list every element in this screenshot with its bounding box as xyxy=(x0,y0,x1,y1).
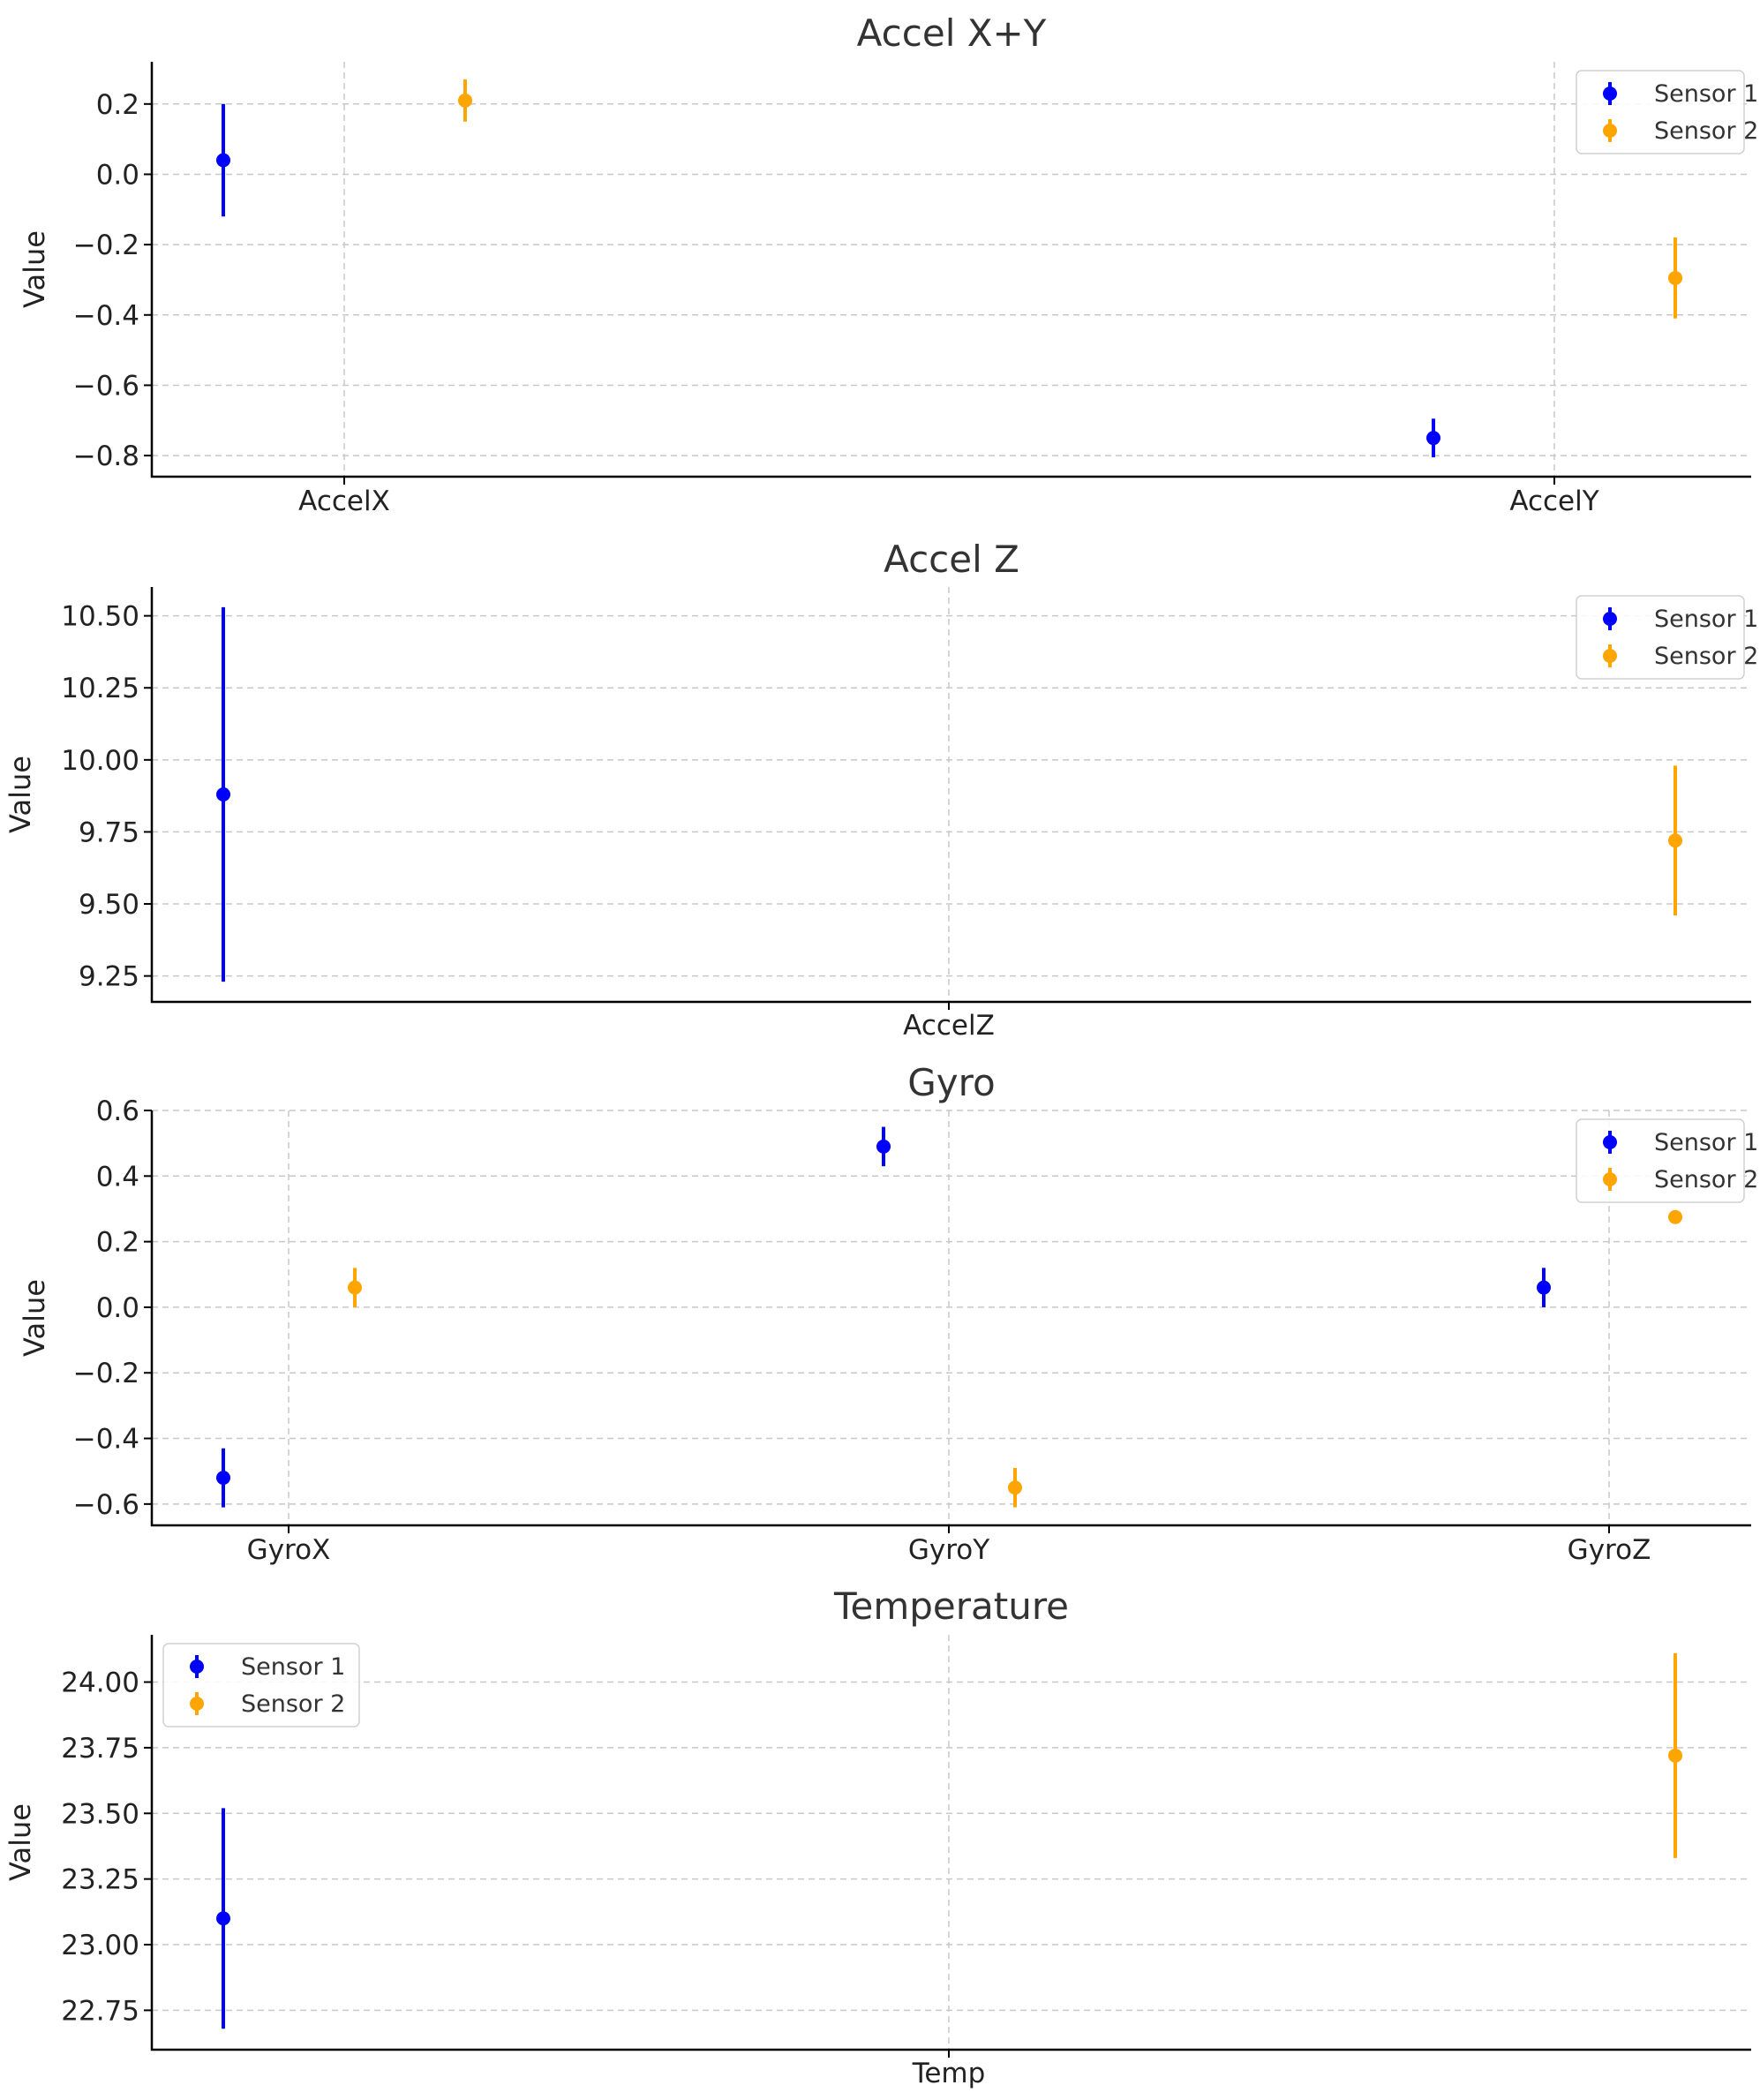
legend: Sensor 1 Sensor 2 xyxy=(162,1643,360,1727)
y-axis-label: Value xyxy=(4,1803,37,1881)
legend: Sensor 1 Sensor 2 xyxy=(1576,1118,1758,1203)
panel-1: Accel X+Y 0.2 0.0 −0.2 −0.4 −0.6 −0.8 AccelX Acc… xyxy=(18,11,1758,517)
y-tick-label: −0.2 xyxy=(73,230,139,261)
y-tick-label: −0.6 xyxy=(73,370,139,402)
legend-label: Sensor 2 xyxy=(1654,117,1758,145)
y-axis-label: Value xyxy=(18,230,51,308)
legend-marker xyxy=(1603,87,1617,101)
point-series-1 xyxy=(216,787,230,802)
panel-4: Temperature 24.00 23.75 23.50 23.25 23.00 22.7… xyxy=(4,1584,1751,2089)
y-tick-label: 10.00 xyxy=(61,745,139,777)
chart-title: Temperature xyxy=(833,1584,1069,1628)
point-series-1 xyxy=(216,153,230,168)
point-series-2 xyxy=(1668,833,1682,848)
x-tick-label: Temp xyxy=(912,2058,986,2089)
y-tick-label: 23.00 xyxy=(61,1930,139,1961)
legend-marker xyxy=(1603,1172,1617,1186)
chart-title: Gyro xyxy=(907,1061,995,1104)
x-tick-label: GyroZ xyxy=(1568,1534,1651,1566)
legend-marker xyxy=(190,1697,204,1711)
x-tick-label: AccelX xyxy=(298,485,390,517)
y-tick-label: 10.25 xyxy=(61,673,139,704)
chart-title: Accel X+Y xyxy=(857,11,1047,55)
axes-spines xyxy=(150,1110,1751,1527)
chart-title: Accel Z xyxy=(884,538,1019,581)
point-series-2 xyxy=(348,1280,362,1295)
point-series-2 xyxy=(458,93,472,108)
y-tick-label: −0.6 xyxy=(73,1489,139,1521)
legend-label: Sensor 1 xyxy=(241,1653,345,1681)
y-tick-label: 0.6 xyxy=(96,1095,139,1127)
legend-label: Sensor 1 xyxy=(1654,606,1758,633)
x-tick-label: AccelY xyxy=(1509,485,1598,517)
legend-marker xyxy=(190,1660,204,1674)
x-tick-label: AccelZ xyxy=(903,1010,995,1042)
legend-box xyxy=(1576,595,1745,680)
legend-marker xyxy=(1603,1135,1617,1149)
legend-label: Sensor 2 xyxy=(1654,643,1758,670)
point-series-2 xyxy=(1008,1480,1022,1495)
point-series-2 xyxy=(1668,270,1682,285)
y-tick-label: 9.50 xyxy=(79,889,139,921)
legend: Sensor 1 Sensor 2 xyxy=(1576,70,1758,154)
y-tick-label: 23.25 xyxy=(61,1864,139,1896)
point-series-1 xyxy=(216,1471,230,1486)
panel-2: Accel Z 10.50 10.25 10.00 9.75 9.50 9.25 AccelZ… xyxy=(4,538,1758,1042)
y-tick-label: 22.75 xyxy=(61,1995,139,2027)
panel-3: Gyro 0.6 0.4 0.2 0.0 −0.2 −0.4 −0.6 GyroX GyroY Gy… xyxy=(18,1061,1758,1566)
y-tick-label: 0.0 xyxy=(96,159,139,191)
legend-label: Sensor 1 xyxy=(1654,80,1758,108)
y-tick-label: 10.50 xyxy=(61,601,139,633)
y-tick-label: 0.0 xyxy=(96,1292,139,1324)
legend-box xyxy=(162,1643,360,1727)
axes-spines xyxy=(150,62,1751,478)
y-tick-label: 0.2 xyxy=(96,89,139,121)
legend-label: Sensor 2 xyxy=(241,1690,345,1718)
y-tick-label: 23.50 xyxy=(61,1798,139,1830)
y-tick-label: 9.25 xyxy=(79,961,139,993)
legend-marker xyxy=(1603,612,1617,626)
legend-marker xyxy=(1603,649,1617,663)
point-series-2 xyxy=(1668,1748,1682,1763)
legend-marker xyxy=(1603,124,1617,138)
y-tick-label: 23.75 xyxy=(61,1733,139,1765)
y-tick-label: −0.4 xyxy=(73,300,139,332)
x-tick-label: GyroY xyxy=(908,1534,989,1566)
y-tick-label: −0.2 xyxy=(73,1358,139,1389)
x-tick-label: GyroX xyxy=(247,1534,331,1566)
y-tick-label: 0.2 xyxy=(96,1227,139,1259)
legend-box xyxy=(1576,70,1745,154)
y-tick-label: −0.4 xyxy=(73,1424,139,1456)
legend: Sensor 1 Sensor 2 xyxy=(1576,595,1758,680)
axes-spines xyxy=(150,1635,1751,2051)
legend-label: Sensor 2 xyxy=(1654,1166,1758,1193)
point-series-1 xyxy=(1537,1280,1551,1295)
y-tick-label: 24.00 xyxy=(61,1667,139,1699)
y-tick-label: −0.8 xyxy=(73,440,139,472)
point-series-2 xyxy=(1668,1209,1682,1224)
y-axis-label: Value xyxy=(4,756,37,833)
point-series-1 xyxy=(1426,431,1440,446)
point-series-1 xyxy=(216,1911,230,1926)
y-tick-label: 0.4 xyxy=(96,1161,139,1193)
legend-label: Sensor 1 xyxy=(1654,1129,1758,1156)
y-tick-label: 9.75 xyxy=(79,817,139,848)
y-axis-label: Value xyxy=(18,1279,51,1357)
point-series-1 xyxy=(876,1139,891,1154)
axes-spines xyxy=(150,587,1751,1004)
legend-box xyxy=(1576,1118,1745,1203)
